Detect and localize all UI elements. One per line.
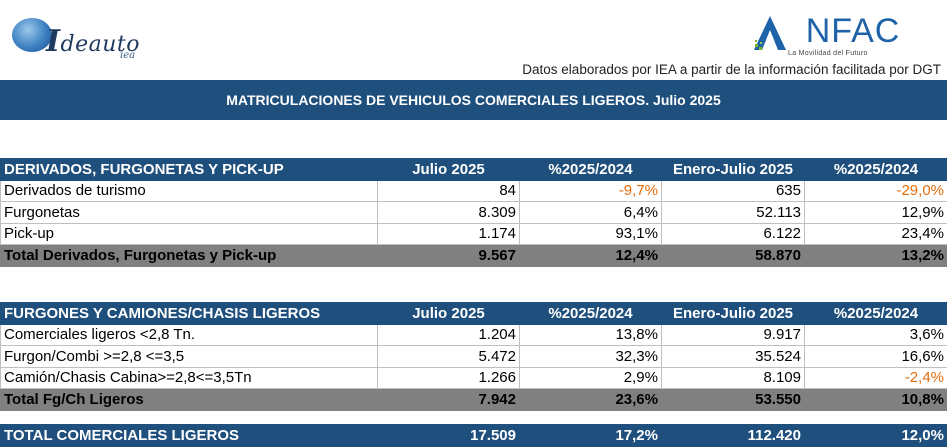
cell-value: 635 bbox=[662, 180, 805, 202]
cell-value: 2,9% bbox=[520, 367, 662, 389]
furgones-table: FURGONES Y CAMIONES/CHASIS LIGEROS Julio… bbox=[0, 302, 947, 411]
grand-total-table: TOTAL COMERCIALES LIGEROS 17.509 17,2% 1… bbox=[0, 424, 947, 447]
cell-value: 16,6% bbox=[805, 346, 947, 368]
column-header: FURGONES Y CAMIONES/CHASIS LIGEROS bbox=[1, 303, 378, 325]
cell-value: 12,4% bbox=[520, 245, 662, 267]
column-header: %2025/2024 bbox=[805, 159, 947, 181]
cell-value: 5.472 bbox=[378, 346, 520, 368]
row-label: Furgonetas bbox=[1, 202, 378, 224]
total-row: Total Derivados, Furgonetas y Pick-up 9.… bbox=[1, 245, 947, 267]
column-header: Julio 2025 bbox=[378, 303, 520, 325]
cell-value: 13,8% bbox=[520, 324, 662, 346]
cell-value: 6.122 bbox=[662, 223, 805, 245]
cell-value: 53.550 bbox=[662, 389, 805, 411]
cell-value: 1.204 bbox=[378, 324, 520, 346]
table-row: Furgon/Combi >=2,8 <=3,5 5.472 32,3% 35.… bbox=[1, 346, 947, 368]
cell-value: 84 bbox=[378, 180, 520, 202]
column-header: %2025/2024 bbox=[520, 303, 662, 325]
ideauto-logo: Ideauto iea bbox=[12, 14, 172, 58]
cell-value: 12,9% bbox=[805, 202, 947, 224]
source-note: Datos elaborados por IEA a partir de la … bbox=[522, 62, 941, 77]
row-label: TOTAL COMERCIALES LIGEROS bbox=[1, 425, 378, 447]
column-header: Enero-Julio 2025 bbox=[662, 159, 805, 181]
cell-value: 8.109 bbox=[662, 367, 805, 389]
cell-value: 9.917 bbox=[662, 324, 805, 346]
cell-value: -2,4% bbox=[805, 367, 947, 389]
cell-value: 93,1% bbox=[520, 223, 662, 245]
column-header: Enero-Julio 2025 bbox=[662, 303, 805, 325]
row-label: Total Fg/Ch Ligeros bbox=[1, 389, 378, 411]
cell-value: 9.567 bbox=[378, 245, 520, 267]
cell-value: 8.309 bbox=[378, 202, 520, 224]
cell-value: -9,7% bbox=[520, 180, 662, 202]
row-label: Pick-up bbox=[1, 223, 378, 245]
cell-value: 1.174 bbox=[378, 223, 520, 245]
anfac-logo-text: ANFAC bbox=[782, 12, 900, 51]
cell-value: 6,4% bbox=[520, 202, 662, 224]
table-row: Comerciales ligeros <2,8 Tn. 1.204 13,8%… bbox=[1, 324, 947, 346]
anfac-logo: ANFAC La Movilidad del Futuro bbox=[752, 10, 922, 58]
cell-value: 58.870 bbox=[662, 245, 805, 267]
row-label: Total Derivados, Furgonetas y Pick-up bbox=[1, 245, 378, 267]
anfac-logo-tagline: La Movilidad del Futuro bbox=[788, 50, 868, 57]
cell-value: 23,4% bbox=[805, 223, 947, 245]
cell-value: 52.113 bbox=[662, 202, 805, 224]
cell-value: 1.266 bbox=[378, 367, 520, 389]
table-row: Camión/Chasis Cabina>=2,8<=3,5Tn 1.266 2… bbox=[1, 367, 947, 389]
cell-value: 10,8% bbox=[805, 389, 947, 411]
ideauto-logo-sub: iea bbox=[120, 50, 135, 61]
derivados-table: DERIVADOS, FURGONETAS Y PICK-UP Julio 20… bbox=[0, 158, 947, 267]
cell-value: -29,0% bbox=[805, 180, 947, 202]
table-header-row: DERIVADOS, FURGONETAS Y PICK-UP Julio 20… bbox=[1, 159, 947, 181]
column-header: Julio 2025 bbox=[378, 159, 520, 181]
column-header: DERIVADOS, FURGONETAS Y PICK-UP bbox=[1, 159, 378, 181]
table-row: Furgonetas 8.309 6,4% 52.113 12,9% bbox=[1, 202, 947, 224]
cell-value: 35.524 bbox=[662, 346, 805, 368]
cell-value: 112.420 bbox=[662, 425, 805, 447]
row-label: Comerciales ligeros <2,8 Tn. bbox=[1, 324, 378, 346]
cell-value: 17.509 bbox=[378, 425, 520, 447]
cell-value: 12,0% bbox=[805, 425, 947, 447]
table-header-row: FURGONES Y CAMIONES/CHASIS LIGEROS Julio… bbox=[1, 303, 947, 325]
cell-value: 17,2% bbox=[520, 425, 662, 447]
column-header: %2025/2024 bbox=[805, 303, 947, 325]
row-label: Camión/Chasis Cabina>=2,8<=3,5Tn bbox=[1, 367, 378, 389]
cell-value: 3,6% bbox=[805, 324, 947, 346]
grand-total-row: TOTAL COMERCIALES LIGEROS 17.509 17,2% 1… bbox=[1, 425, 947, 447]
table-row: Derivados de turismo 84 -9,7% 635 -29,0% bbox=[1, 180, 947, 202]
page-title: MATRICULACIONES DE VEHICULOS COMERCIALES… bbox=[0, 80, 947, 120]
total-row: Total Fg/Ch Ligeros 7.942 23,6% 53.550 1… bbox=[1, 389, 947, 411]
row-label: Derivados de turismo bbox=[1, 180, 378, 202]
table-row: Pick-up 1.174 93,1% 6.122 23,4% bbox=[1, 223, 947, 245]
row-label: Furgon/Combi >=2,8 <=3,5 bbox=[1, 346, 378, 368]
cell-value: 32,3% bbox=[520, 346, 662, 368]
cell-value: 23,6% bbox=[520, 389, 662, 411]
column-header: %2025/2024 bbox=[520, 159, 662, 181]
cell-value: 7.942 bbox=[378, 389, 520, 411]
cell-value: 13,2% bbox=[805, 245, 947, 267]
